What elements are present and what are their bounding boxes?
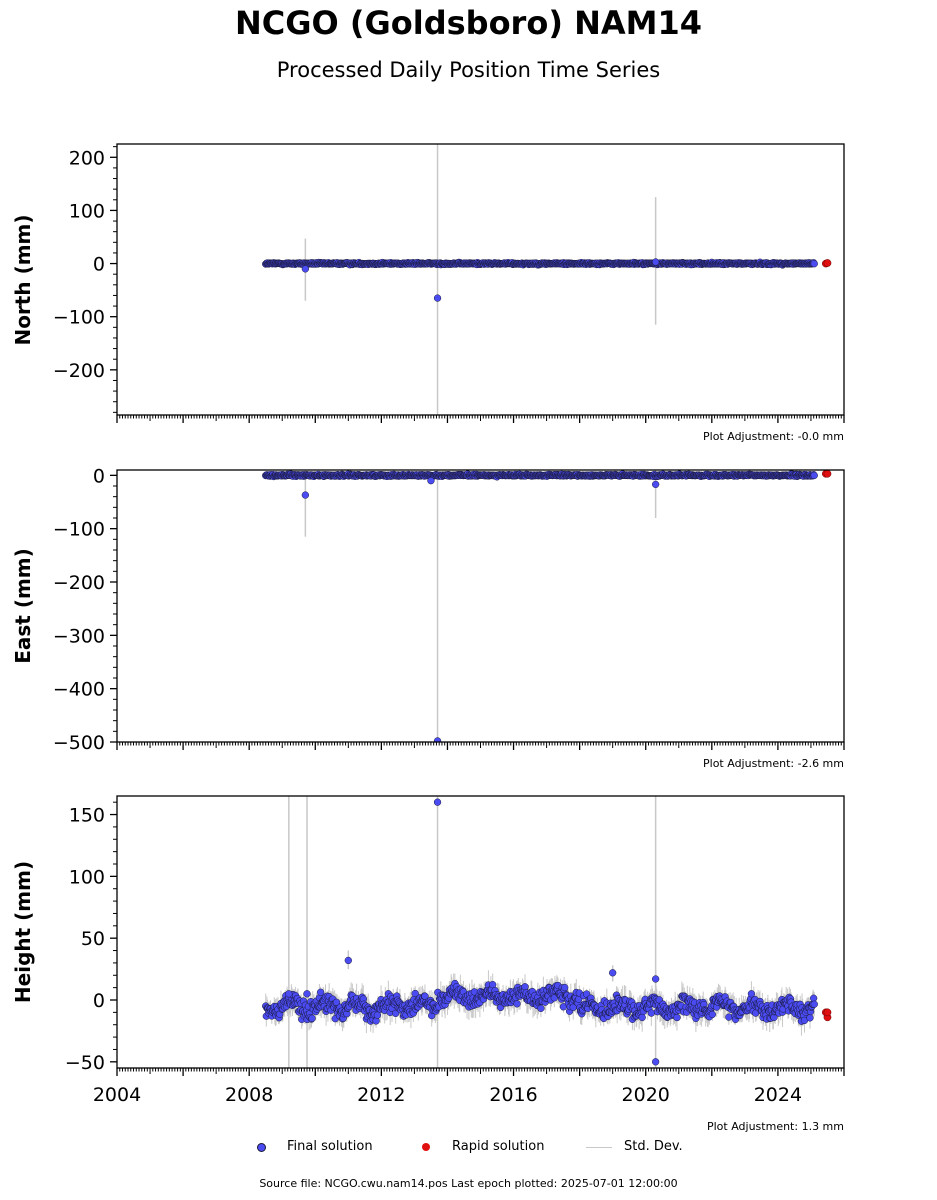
source-file-note: Source file: NCGO.cwu.nam14.pos Last epo… [259, 1177, 678, 1190]
y-tick-label: −300 [53, 625, 105, 647]
final-solution-point [537, 1004, 545, 1012]
std-dev-line-icon [586, 1147, 612, 1148]
y-axis-label: Height (mm) [11, 861, 35, 1003]
rapid-solution-marker [422, 1143, 430, 1151]
final-solution-point [433, 294, 442, 302]
std-dev-bars [304, 144, 657, 415]
final-solution-point [373, 1011, 382, 1019]
final-solution-point [651, 975, 660, 983]
y-tick-label: −100 [53, 519, 105, 541]
final-solution-point [651, 258, 660, 266]
final-solution-point [285, 990, 293, 998]
rapid-solution-point [823, 1008, 832, 1017]
rapid-solution-point [823, 470, 832, 478]
final-solution-point [301, 265, 310, 273]
y-tick-label: −200 [53, 572, 105, 594]
y-tick-label: 50 [81, 928, 105, 950]
y-tick-label: 100 [69, 200, 105, 222]
rapid-solution-point [823, 259, 832, 267]
final-solution-point [316, 988, 325, 996]
y-tick-label: 100 [69, 866, 105, 888]
x-tick-label: 2008 [225, 1084, 273, 1106]
final-solution-point [647, 1009, 655, 1017]
panel-3: −50 0 50 100 150 2004 2008 2012 2016 2020 2024 Heig… [11, 795, 845, 1133]
final-solution-point [433, 737, 442, 742]
y-tick-label: −500 [53, 732, 105, 754]
final-solution-point [521, 983, 529, 991]
final-solution-point [513, 1000, 521, 1008]
final-solution-point [433, 798, 442, 806]
final-solution-point [308, 1014, 316, 1022]
final-solution-point [344, 956, 352, 965]
final-solution-marker [257, 1143, 266, 1152]
final-solution-point [806, 1014, 814, 1022]
final-solution-point [651, 480, 660, 489]
final-solution-points [262, 258, 818, 302]
y-tick-label: −200 [53, 360, 105, 382]
final-solution-point [708, 1010, 717, 1019]
final-solution-point [810, 260, 818, 268]
legend: Final solution Rapid solution Std. Dev. [0, 1138, 937, 1158]
legend-rapid-label: Rapid solution [452, 1139, 545, 1154]
plot-area [262, 470, 832, 742]
y-tick-label: −100 [53, 307, 105, 329]
rapid-solution-points [821, 259, 832, 268]
final-solution-point [810, 471, 818, 480]
y-tick-label: 200 [69, 147, 105, 169]
final-solution-point [609, 969, 617, 977]
axes-frame [116, 469, 845, 743]
y-tick-label: 0 [93, 990, 105, 1012]
final-solution-point [638, 1013, 646, 1022]
final-solution-point [673, 1013, 681, 1022]
legend-final-label: Final solution [287, 1139, 373, 1154]
x-tick-label: 2004 [93, 1084, 141, 1106]
y-tick-label: 150 [69, 805, 105, 827]
final-solution-point [561, 983, 569, 992]
plot-adjustment-note: Plot Adjustment: -0.0 mm [703, 430, 844, 443]
axes-frame [116, 143, 845, 416]
plot-adjustment-note: Plot Adjustment: -2.6 mm [703, 757, 844, 770]
plot-area [262, 796, 832, 1068]
final-solution-point [651, 1058, 660, 1066]
std-dev-bars [265, 796, 815, 1068]
plot-adjustment-note: Plot Adjustment: 1.3 mm [707, 1120, 844, 1133]
final-solution-point [810, 1000, 818, 1008]
final-solution-point [725, 1013, 733, 1021]
x-tick-label: 2016 [489, 1084, 537, 1106]
final-solution-point [301, 491, 310, 499]
final-solution-point [427, 477, 435, 485]
y-axis-label: East (mm) [11, 548, 35, 664]
x-tick-label: 2020 [622, 1084, 670, 1106]
panel-1: −200 −100 0 100 200 North (mm) Plot Adjustment… [11, 143, 845, 443]
y-axis-label: North (mm) [11, 214, 35, 345]
chart-title: NCGO (Goldsboro) NAM14 [234, 4, 702, 42]
x-tick-label: 2024 [754, 1084, 802, 1106]
y-tick-label: −50 [65, 1052, 105, 1074]
rapid-solution-points [821, 1008, 832, 1022]
final-solution-points [262, 798, 818, 1066]
y-tick-label: −400 [53, 679, 105, 701]
final-solution-point [411, 989, 419, 998]
axes-frame [116, 795, 845, 1069]
rapid-solution-points [821, 470, 832, 478]
y-tick-label: 0 [93, 465, 105, 487]
final-solution-points [262, 470, 818, 742]
final-solution-point [303, 990, 311, 998]
chart-subtitle: Processed Daily Position Time Series [276, 58, 661, 82]
std-dev-bars [304, 470, 657, 742]
panel-2: −500 −400 −300 −200 −100 0 East (mm) Plot Adjus… [11, 465, 845, 770]
y-tick-label: 0 [93, 254, 105, 276]
legend-std-label: Std. Dev. [624, 1139, 683, 1154]
plot-area [262, 144, 832, 415]
x-tick-label: 2012 [357, 1084, 405, 1106]
